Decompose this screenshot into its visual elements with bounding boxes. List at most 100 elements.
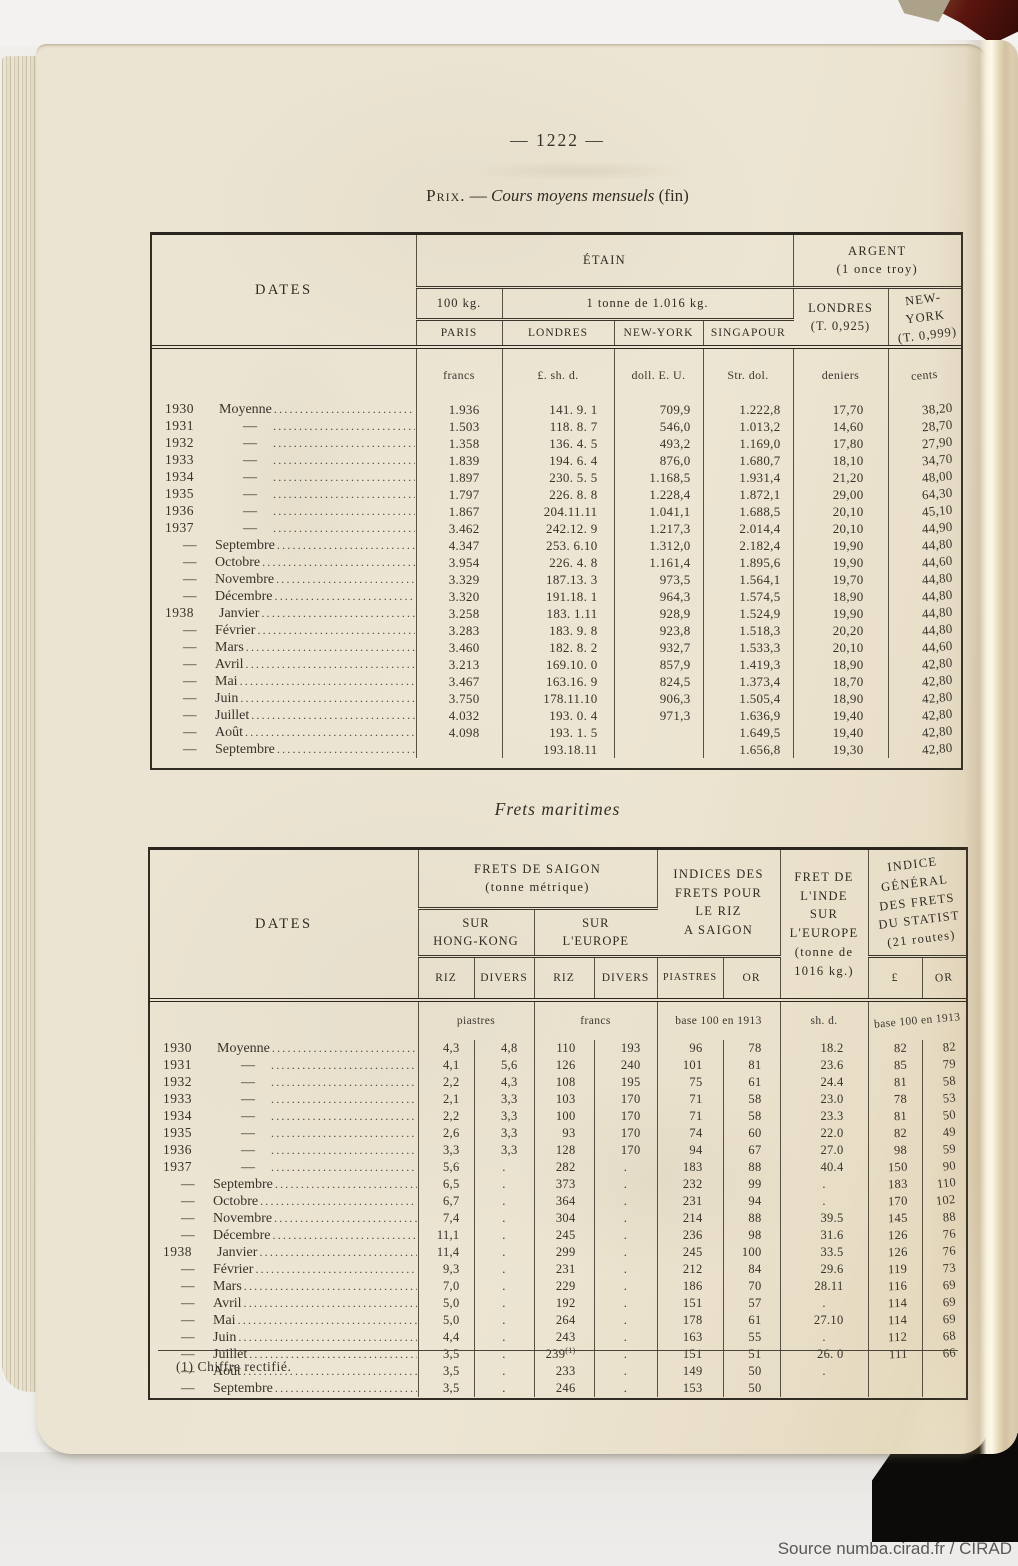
cell-hk_riz: 2,1 — [418, 1091, 475, 1108]
row-date-label: — Septembre — [150, 1176, 419, 1193]
cell-inde: 29.6 — [780, 1261, 869, 1278]
cell-inde: 23.0 — [780, 1091, 869, 1108]
cell-liv — [868, 1380, 923, 1397]
cell-inde: 39.5 — [780, 1210, 869, 1227]
freight-table-grid: DATES FRETS DE SAIGON (tonne métrique) I… — [150, 850, 967, 1397]
cell-pia: 214 — [657, 1210, 724, 1227]
row-date-label: 1930 Moyenne — [150, 1040, 419, 1057]
cell-den: 29,00 — [793, 486, 889, 503]
cell-lond: 182. 8. 2 — [502, 639, 615, 656]
cell-den: 19,40 — [793, 707, 889, 724]
cell-inde: . — [780, 1176, 869, 1193]
row-date-label: 1933— — [152, 452, 417, 469]
cell-ny: 928,9 — [614, 605, 704, 622]
col-header-dates: DATES — [150, 850, 419, 1002]
col-header-riz: RIZ — [534, 956, 595, 1002]
unit-piastres: piastres — [418, 1000, 535, 1040]
cell-liv: 126 — [868, 1227, 923, 1244]
cell-lond: 191.18. 1 — [502, 588, 615, 605]
cell-pia: 71 — [657, 1091, 724, 1108]
cell-eu_div: . — [594, 1312, 658, 1329]
cell-hk_riz: 2,2 — [418, 1108, 475, 1125]
cell-cents: 34,70 — [921, 450, 954, 468]
row-date-label: 1934— — [152, 469, 417, 486]
cell-cents: 28,70 — [921, 416, 954, 434]
cell-liv: 98 — [868, 1142, 923, 1159]
cell-hk_riz: 6,7 — [418, 1193, 475, 1210]
cell-eu_riz: 373 — [534, 1176, 595, 1193]
col-header-singapour: SINGAPOUR — [703, 319, 793, 349]
cell-lond: 193.18.11 — [502, 741, 615, 758]
row-date-label: 1935— — [152, 486, 417, 503]
row-date-label: 1938 Janvier — [152, 605, 417, 622]
cell-liv: 81 — [868, 1108, 923, 1125]
cell-lond: 169.10. 0 — [502, 656, 615, 673]
cell-or_gen: 50 — [942, 1107, 957, 1123]
row-date-label: — Avril — [150, 1295, 419, 1312]
cell-cents: 38,20 — [921, 399, 954, 417]
cell-den: 20,10 — [793, 639, 889, 656]
row-date-label: 1937— — [152, 520, 417, 537]
cell-hk_div: . — [474, 1312, 535, 1329]
cell-or_riz: 78 — [723, 1040, 781, 1057]
cell-sing: 1.931,4 — [703, 469, 794, 486]
cell-inde: . — [780, 1329, 869, 1346]
cell-cents: 48,00 — [921, 467, 954, 485]
cell-inde: 22.0 — [780, 1125, 869, 1142]
cell-or_riz: 58 — [723, 1091, 781, 1108]
cell-hk_div: . — [474, 1329, 535, 1346]
cell-paris: 1.503 — [416, 418, 503, 435]
cell-ny: 546,0 — [614, 418, 704, 435]
cell-or_gen: 69 — [942, 1277, 957, 1293]
cell-den: 18,90 — [793, 656, 889, 673]
cell-eu_div: . — [594, 1363, 658, 1380]
cell-paris: 1.936 — [416, 401, 503, 418]
unit-base-100: base 100 en 1913 — [873, 1011, 961, 1031]
cell-or_riz: 81 — [723, 1057, 781, 1074]
cell-den: 17,80 — [793, 435, 889, 452]
page-title: Prix. — Cours moyens mensuels (fin) — [150, 186, 965, 206]
cell-or_gen: 68 — [942, 1328, 957, 1344]
cell-liv: 150 — [868, 1159, 923, 1176]
cell-hk_riz: 4,4 — [418, 1329, 475, 1346]
col-header-argent-newyork: NEW-YORK (T. 0,999) — [888, 287, 961, 349]
cell-paris: 3.213 — [416, 656, 503, 673]
cell-den: 18,10 — [793, 452, 889, 469]
cell-eu_riz: 245 — [534, 1227, 595, 1244]
cell-sing: 2.182,4 — [703, 537, 794, 554]
cell-eu_div: . — [594, 1159, 658, 1176]
cell-pia: 101 — [657, 1057, 724, 1074]
cell-inde: 33.5 — [780, 1244, 869, 1261]
cell-eu_riz: 246 — [534, 1380, 595, 1397]
cell-or_riz: 67 — [723, 1142, 781, 1159]
backdrop-top — [0, 0, 1018, 46]
cell-or_gen: 58 — [942, 1073, 957, 1089]
cell-inde: 31.6 — [780, 1227, 869, 1244]
cell-cents: 44,60 — [921, 552, 954, 570]
cell-den: 19,70 — [793, 571, 889, 588]
cell-hk_div: . — [474, 1261, 535, 1278]
col-header-sur-europe: SUR L'EUROPE — [534, 908, 658, 958]
cell-eu_div: 170 — [594, 1142, 658, 1159]
cell-eu_riz: 233 — [534, 1363, 595, 1380]
cell-paris: 4.098 — [416, 724, 503, 741]
col-header-divers: DIVERS — [594, 956, 658, 1002]
cell-or_gen: 69 — [942, 1311, 957, 1327]
col-header-riz: RIZ — [418, 956, 475, 1002]
cell-paris: 1.797 — [416, 486, 503, 503]
cell-hk_div: 3,3 — [474, 1125, 535, 1142]
cell-or_gen: 102 — [935, 1192, 957, 1208]
cell-lond: 178.11.10 — [502, 690, 615, 707]
cell-pia: 94 — [657, 1142, 724, 1159]
cell-eu_riz: 128 — [534, 1142, 595, 1159]
